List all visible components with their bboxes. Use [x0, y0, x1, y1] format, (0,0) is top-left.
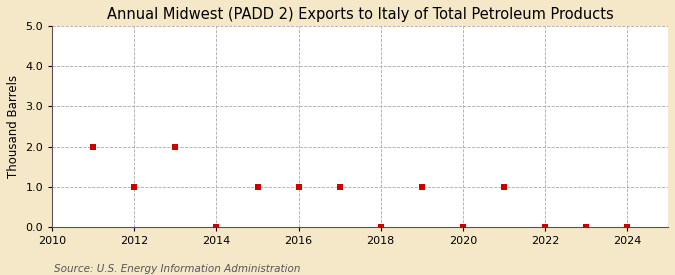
Point [458, 225, 468, 229]
Point [334, 185, 345, 189]
Point [88, 144, 99, 149]
Point [539, 225, 550, 229]
Point [252, 185, 263, 189]
Point [129, 185, 140, 189]
Point [498, 185, 509, 189]
Y-axis label: Thousand Barrels: Thousand Barrels [7, 75, 20, 178]
Title: Annual Midwest (PADD 2) Exports to Italy of Total Petroleum Products: Annual Midwest (PADD 2) Exports to Italy… [107, 7, 614, 22]
Point [580, 225, 591, 229]
Text: Source: U.S. Energy Information Administration: Source: U.S. Energy Information Administ… [54, 264, 300, 274]
Point [293, 185, 304, 189]
Point [211, 225, 222, 229]
Point [416, 185, 427, 189]
Point [622, 225, 632, 229]
Point [375, 225, 386, 229]
Point [170, 144, 181, 149]
